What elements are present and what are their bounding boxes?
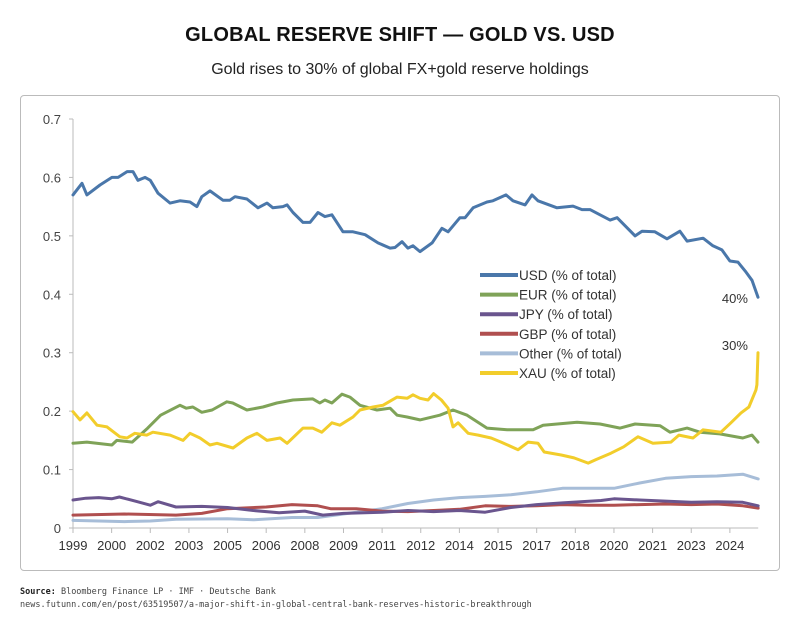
- source-label: Source:: [20, 587, 56, 597]
- source-url: news.futunn.com/en/post/63519507/a-major…: [20, 600, 532, 610]
- x-tick-label: 2014: [445, 538, 474, 553]
- x-tick-label: 2018: [561, 538, 590, 553]
- chart-title: GLOBAL RESERVE SHIFT — GOLD VS. USD: [185, 24, 615, 46]
- annotation-label: 30%: [722, 338, 748, 353]
- x-tick-label: 2003: [174, 538, 203, 553]
- x-tick-label: 2006: [252, 538, 281, 553]
- x-tick-label: 2021: [638, 538, 667, 553]
- x-tick-label: 2011: [368, 538, 396, 553]
- chart-subtitle: Gold rises to 30% of global FX+gold rese…: [211, 61, 589, 78]
- series-line-jpy: [71, 495, 760, 517]
- source-text: Bloomberg Finance LP · IMF · Deutsche Ba…: [60, 587, 276, 597]
- legend-label: Other (% of total): [519, 346, 622, 361]
- x-tick-label: 2017: [522, 538, 551, 553]
- x-tick-label: 2009: [329, 538, 358, 553]
- x-tick-label: 2024: [715, 538, 744, 553]
- legend-label: JPY (% of total): [519, 307, 613, 322]
- x-tick-label: 2023: [677, 538, 706, 553]
- annotation-label: 40%: [722, 291, 748, 306]
- x-tick-label: 1999: [59, 538, 88, 553]
- y-tick-label: 0: [54, 521, 61, 536]
- series-line-xau: [71, 351, 760, 465]
- x-tick-label: 2020: [599, 538, 628, 553]
- legend-label: USD (% of total): [519, 268, 617, 283]
- x-tick-label: 2012: [406, 538, 435, 553]
- y-tick-label: 0.4: [43, 287, 61, 302]
- legend-label: XAU (% of total): [519, 366, 616, 381]
- y-tick-label: 0.6: [43, 170, 61, 185]
- series-line-other: [71, 472, 760, 524]
- y-tick-label: 0.3: [43, 346, 61, 361]
- y-tick-label: 0.2: [43, 404, 61, 419]
- source-note: Source: Bloomberg Finance LP · IMF · Deu…: [20, 586, 532, 612]
- legend-label: GBP (% of total): [519, 327, 616, 342]
- chart-frame: [20, 95, 780, 571]
- series-line-usd: [71, 170, 760, 299]
- y-tick-label: 0.1: [43, 463, 61, 478]
- y-tick-label: 0.5: [43, 229, 61, 244]
- x-tick-label: 2005: [213, 538, 242, 553]
- x-tick-label: 2008: [290, 538, 319, 553]
- x-tick-label: 2002: [136, 538, 165, 553]
- y-tick-label: 0.7: [43, 112, 61, 127]
- legend-label: EUR (% of total): [519, 288, 617, 303]
- x-tick-label: 2015: [484, 538, 513, 553]
- x-tick-label: 2000: [97, 538, 126, 553]
